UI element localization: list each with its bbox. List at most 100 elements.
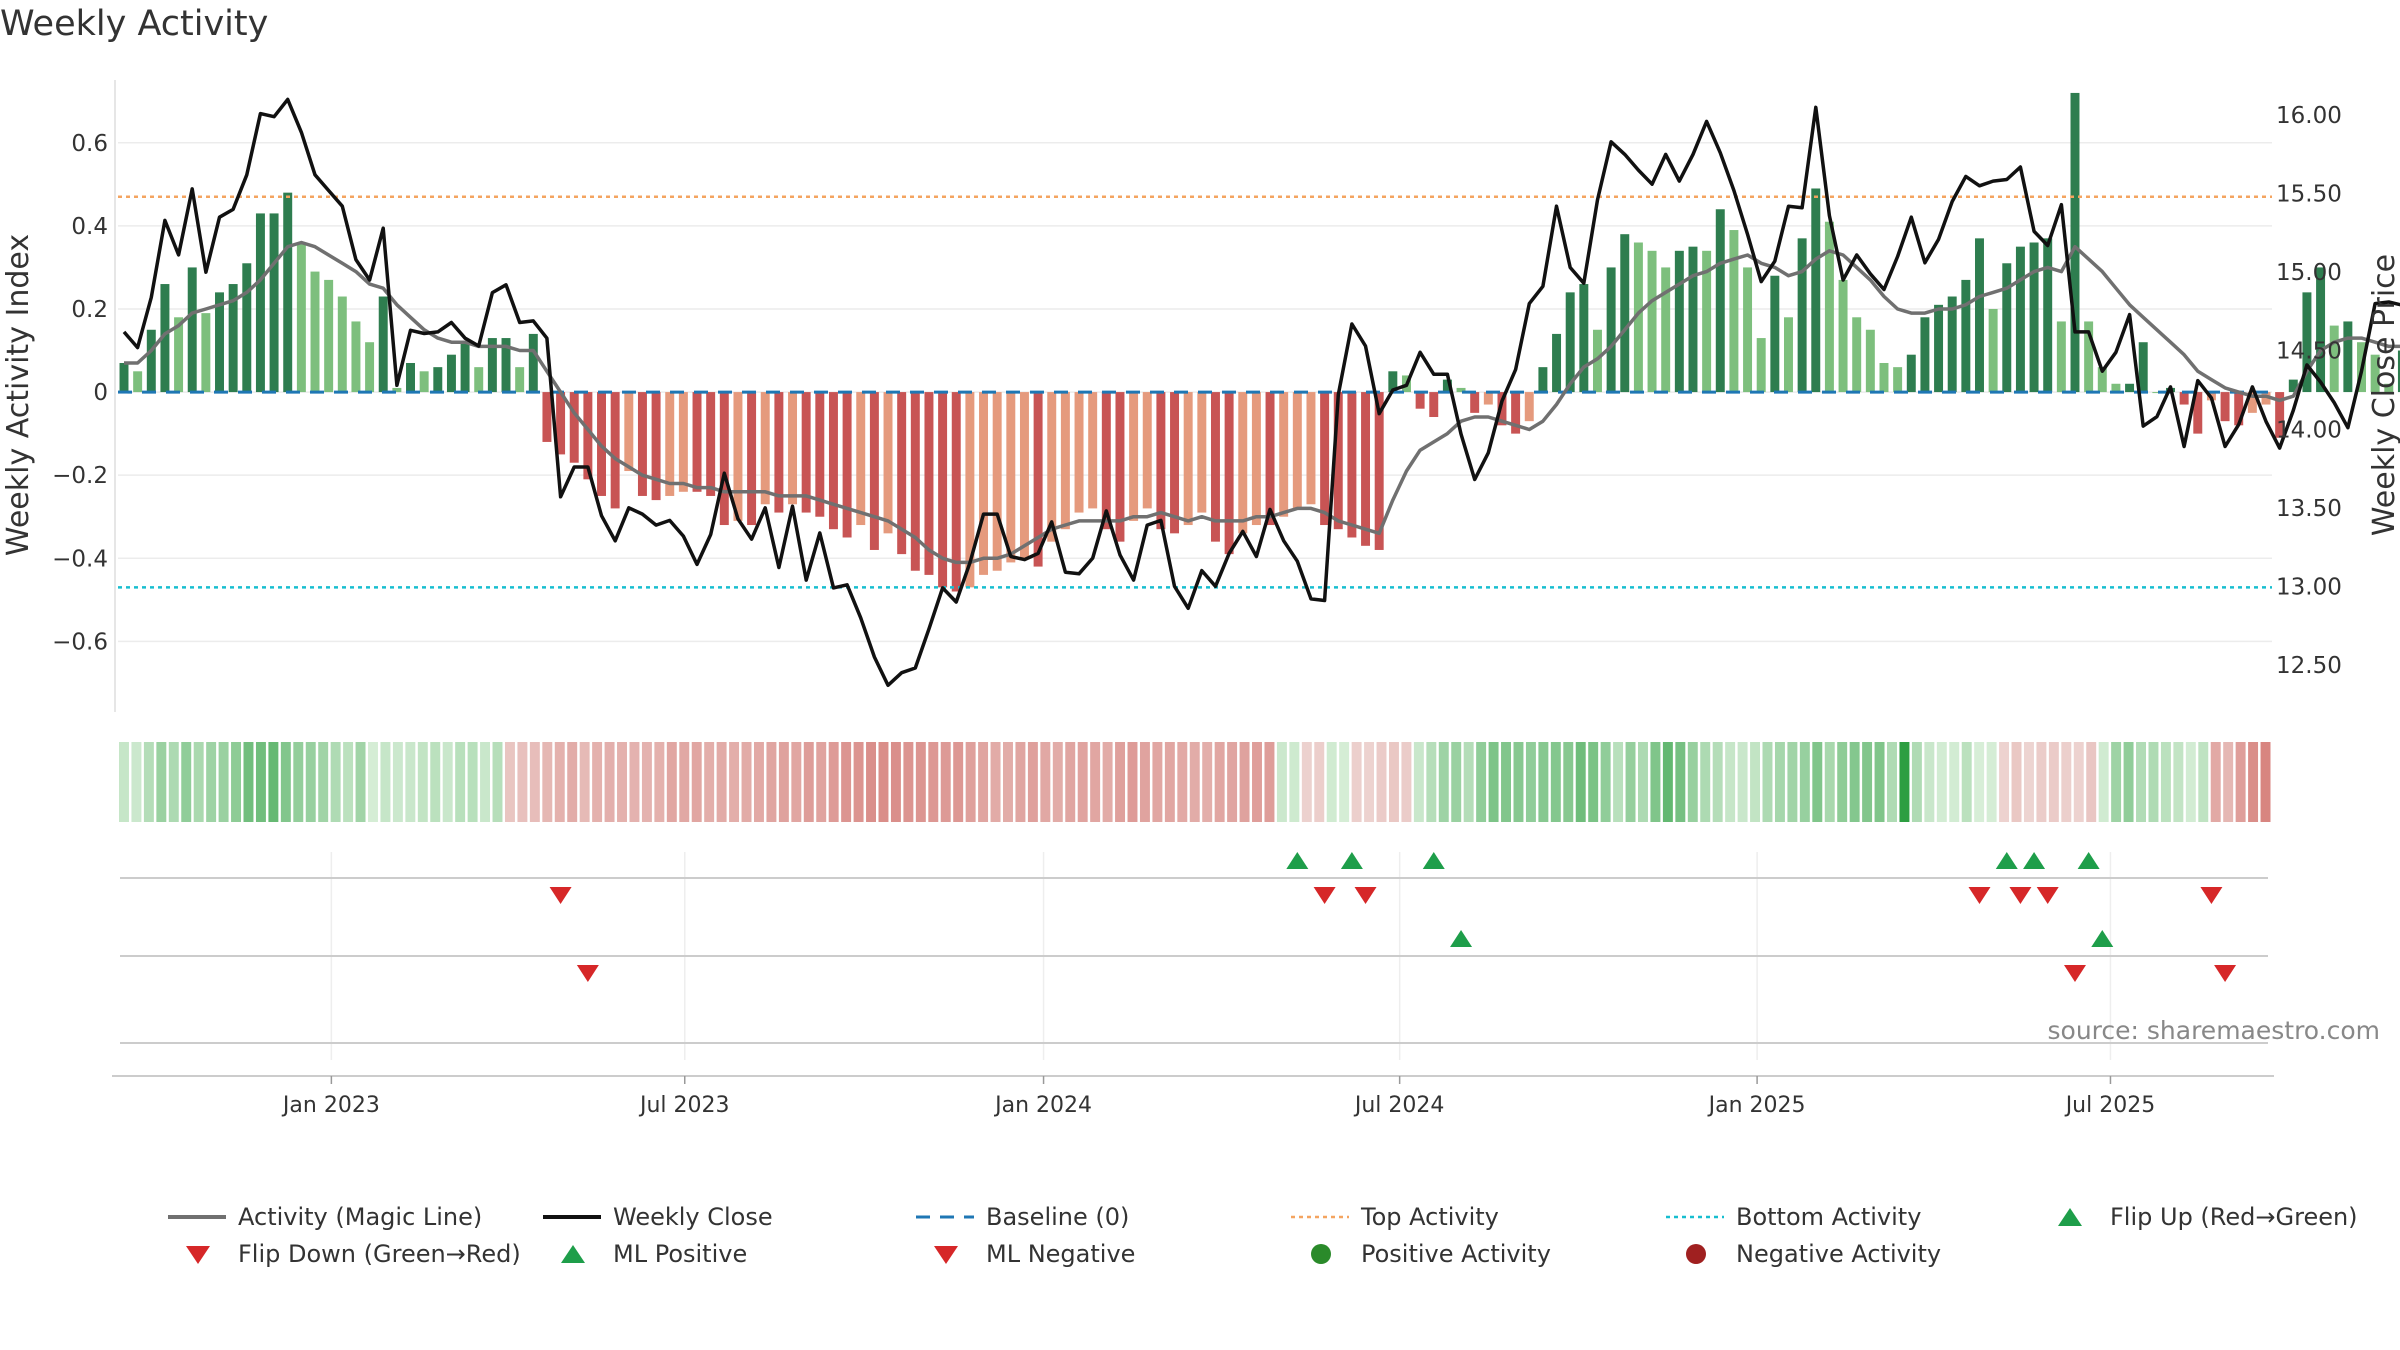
activity-bar xyxy=(1197,392,1207,513)
activity-bar xyxy=(528,333,538,393)
circle-icon xyxy=(1686,1244,1706,1264)
activity-bar xyxy=(1988,308,1998,393)
activity-bar xyxy=(160,284,170,393)
activity-bar xyxy=(774,392,784,513)
heat-cell xyxy=(280,742,291,822)
heat-cell xyxy=(355,742,366,822)
y2-tick-label: 15.50 xyxy=(2276,182,2342,208)
y2-tick-label: 15.00 xyxy=(2276,260,2342,286)
activity-bar xyxy=(1374,392,1384,550)
activity-bar xyxy=(1238,392,1248,534)
activity-bar xyxy=(2247,392,2257,413)
heat-cell xyxy=(753,742,764,822)
activity-bar xyxy=(2125,383,2135,393)
x-axis: Jan 2023 Jul 2023 Jan 2024 Jul 2024 Jan 2025… xyxy=(112,1075,2274,1118)
heat-cell xyxy=(1003,742,1013,822)
y-tick-label: −0.6 xyxy=(52,629,108,655)
heat-cell xyxy=(816,742,827,822)
heat-cell xyxy=(343,742,354,822)
heat-cell xyxy=(579,742,590,822)
legend-dash-icon xyxy=(916,1215,974,1219)
heat-cell xyxy=(1675,742,1686,822)
heat-cell xyxy=(1525,742,1536,822)
activity-bar xyxy=(2234,392,2244,426)
activity-bar xyxy=(1688,246,1698,393)
activity-bar xyxy=(1770,275,1780,393)
heat-cell xyxy=(1787,742,1798,822)
weekly-close-line xyxy=(122,97,2400,688)
activity-bar xyxy=(269,213,279,393)
heat-cell xyxy=(517,742,528,822)
legend-label: Top Activity xyxy=(1361,1203,1499,1231)
heat-cell xyxy=(1662,742,1673,822)
flip-down-marker xyxy=(1313,887,1336,904)
activity-bar xyxy=(1210,392,1220,542)
activity-bar xyxy=(2288,379,2298,393)
heat-cell xyxy=(1824,742,1835,822)
activity-bar xyxy=(1797,238,1807,393)
legend-label: ML Positive xyxy=(613,1240,748,1268)
activity-bar xyxy=(651,392,661,501)
activity-bars xyxy=(119,92,2400,592)
x-tick-label: Jan 2023 xyxy=(281,1093,380,1118)
heat-cell xyxy=(691,742,702,822)
heat-cell xyxy=(442,742,453,822)
heat-cell xyxy=(604,742,615,822)
activity-bar xyxy=(2152,392,2162,394)
heat-cell xyxy=(480,742,491,822)
heat-cell xyxy=(903,742,914,822)
activity-bar xyxy=(1879,362,1889,393)
activity-bar xyxy=(119,362,129,393)
heat-cell xyxy=(953,742,964,822)
activity-bar xyxy=(1292,392,1302,509)
legend-line-icon xyxy=(543,1215,601,1219)
heat-cell xyxy=(1638,742,1648,822)
heat-cell xyxy=(2173,742,2184,822)
y2-tick-label: 16.00 xyxy=(2276,103,2342,129)
legend-label: Baseline (0) xyxy=(986,1203,1130,1231)
triangle-up-icon xyxy=(561,1245,585,1263)
legend-label: Bottom Activity xyxy=(1736,1203,1922,1231)
legend-dotted-icon xyxy=(1666,1215,1724,1219)
heat-cell xyxy=(965,742,976,822)
y-tick-label: 0.2 xyxy=(71,297,108,323)
activity-bar xyxy=(1784,317,1793,393)
heat-cell xyxy=(1899,742,1910,822)
heat-cell xyxy=(1227,742,1238,822)
heat-cell xyxy=(1799,742,1810,822)
heat-cell xyxy=(1202,742,1213,822)
activity-bar xyxy=(255,213,265,393)
heat-cell xyxy=(1289,742,1300,822)
heat-cell xyxy=(492,742,503,822)
heat-cell xyxy=(729,742,740,822)
legend-item-flip-down: Flip Down (Green→Red) xyxy=(166,1237,521,1271)
heat-cell xyxy=(2198,742,2209,822)
activity-bar xyxy=(665,392,675,496)
legend-label: Positive Activity xyxy=(1361,1240,1551,1268)
activity-bar xyxy=(1456,387,1466,393)
activity-bar xyxy=(938,392,948,588)
activity-bar xyxy=(1579,284,1589,393)
activity-bar xyxy=(201,313,211,393)
heat-cell xyxy=(928,742,939,822)
heat-cell xyxy=(1376,742,1387,822)
heat-cell xyxy=(1837,742,1848,822)
activity-bar xyxy=(2070,92,2080,393)
heat-cell xyxy=(1712,742,1723,822)
activity-bar xyxy=(1838,279,1848,393)
activity-bar xyxy=(1647,250,1657,393)
heat-cell xyxy=(1924,742,1935,822)
heat-cell xyxy=(131,742,142,822)
y2-tick-label: 12.50 xyxy=(2276,653,2342,679)
heat-cell xyxy=(1401,742,1412,822)
flip-down-marker xyxy=(1968,887,1991,904)
y-tick-label: −0.4 xyxy=(52,546,108,572)
legend-item-weekly-close: Weekly Close xyxy=(541,1200,773,1234)
heat-cell xyxy=(143,742,154,822)
activity-bar xyxy=(2329,325,2339,393)
heat-cell xyxy=(1451,742,1462,822)
circle-icon xyxy=(1311,1244,1331,1264)
activity-bar xyxy=(733,392,743,521)
heat-cell xyxy=(1152,742,1163,822)
